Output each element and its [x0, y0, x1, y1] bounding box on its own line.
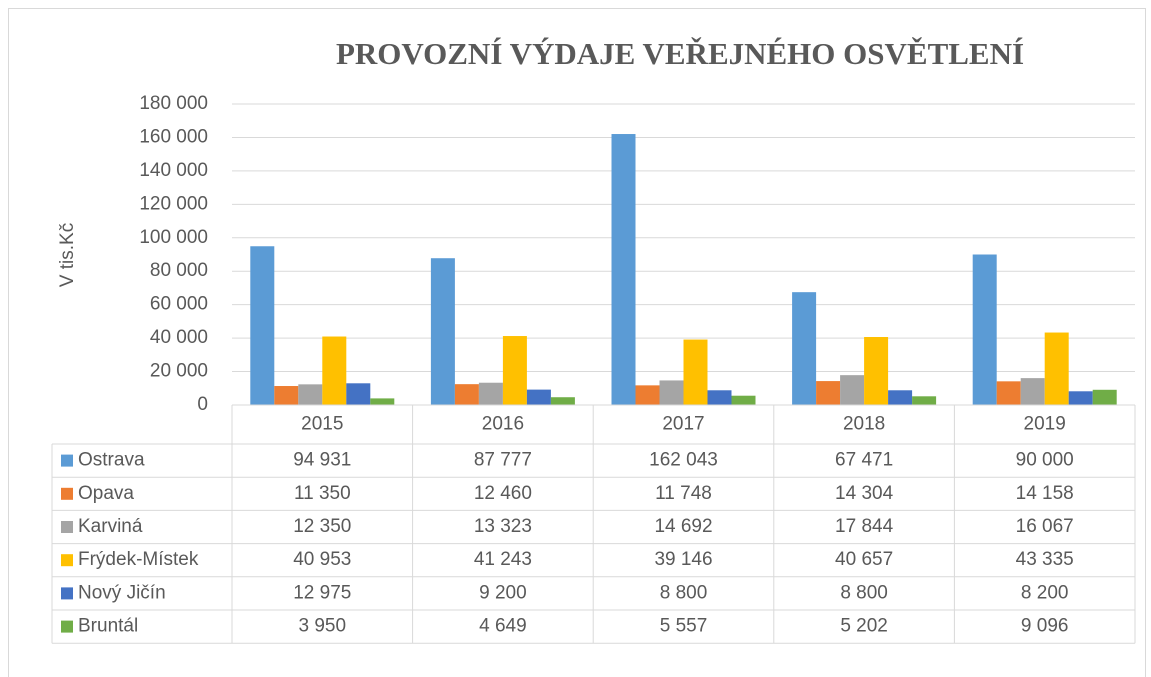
- y-tick-label: 100 000: [139, 227, 208, 248]
- x-tick-label: 2016: [482, 414, 524, 435]
- y-tick-label: 40 000: [150, 327, 208, 348]
- table-value: 16 067: [1016, 516, 1074, 537]
- bar: [611, 134, 636, 406]
- bar: [707, 390, 732, 405]
- bar: [864, 337, 889, 405]
- bar: [840, 375, 865, 405]
- table-value: 40 657: [835, 549, 893, 570]
- bar: [454, 384, 479, 405]
- bar: [274, 386, 299, 405]
- bar: [683, 339, 708, 405]
- bar: [346, 383, 371, 405]
- y-tick-label: 0: [197, 394, 208, 415]
- y-tick-label: 180 000: [139, 93, 208, 114]
- table-value: 14 158: [1016, 483, 1074, 504]
- y-tick-label: 140 000: [139, 160, 208, 181]
- table-value: 90 000: [1016, 450, 1074, 471]
- bar: [972, 254, 997, 405]
- bar: [526, 389, 551, 405]
- legend-label: Nový Jičín: [78, 582, 166, 603]
- table-value: 43 335: [1016, 549, 1074, 570]
- table-value: 11 350: [294, 483, 351, 504]
- legend-key: [61, 487, 73, 500]
- table-value: 9 096: [1021, 616, 1069, 637]
- bar: [550, 397, 575, 405]
- legend-key: [61, 521, 73, 533]
- y-tick-label: 160 000: [139, 126, 208, 147]
- table-value: 5 202: [840, 616, 888, 637]
- table-value: 12 975: [293, 582, 351, 603]
- table-value: 17 844: [835, 516, 894, 537]
- table-value: 12 350: [293, 516, 351, 537]
- legend-key: [61, 554, 73, 567]
- bar: [1092, 389, 1117, 405]
- x-tick-label: 2019: [1024, 414, 1066, 435]
- bar: [1068, 391, 1093, 405]
- bar: [659, 380, 684, 405]
- y-tick-label: 120 000: [139, 193, 208, 214]
- table-value: 5 557: [660, 616, 708, 637]
- y-tick-label: 20 000: [150, 361, 208, 382]
- table-value: 14 692: [654, 516, 712, 537]
- table-value: 8 800: [840, 582, 888, 603]
- table-value: 3 950: [299, 616, 347, 637]
- bar: [430, 258, 455, 405]
- table-value: 87 777: [474, 450, 532, 471]
- chart-title: PROVOZNÍ VÝDAJE VEŘEJNÉHO OSVĚTLENÍ: [336, 36, 1024, 71]
- table-value: 4 649: [479, 616, 527, 637]
- table-value: 11 748: [655, 483, 712, 504]
- bar: [912, 396, 937, 405]
- bar: [370, 398, 395, 405]
- bar: [478, 382, 503, 405]
- bar: [1020, 378, 1045, 405]
- legend-label: Karviná: [78, 516, 143, 537]
- bar: [250, 246, 275, 405]
- legend-label: Frýdek-Místek: [78, 549, 199, 570]
- table-value: 40 953: [293, 549, 351, 570]
- table-value: 94 931: [293, 450, 351, 471]
- bar: [816, 381, 841, 405]
- bar: [792, 292, 817, 405]
- x-tick-label: 2017: [662, 414, 704, 435]
- bar: [731, 395, 756, 405]
- table-value: 39 146: [654, 549, 712, 570]
- bar: [298, 384, 323, 405]
- legend-label: Bruntál: [78, 616, 138, 637]
- x-tick-label: 2015: [301, 414, 343, 435]
- chart-border: [8, 8, 1146, 677]
- legend-label: Ostrava: [78, 450, 145, 471]
- table-value: 67 471: [835, 450, 893, 471]
- table-value: 8 200: [1021, 582, 1069, 603]
- y-axis-label: V tis.Kč: [57, 223, 78, 287]
- bar: [502, 336, 527, 405]
- bar: [1044, 332, 1069, 405]
- table-value: 14 304: [835, 483, 894, 504]
- table-value: 12 460: [474, 483, 532, 504]
- table-value: 13 323: [474, 516, 532, 537]
- table-value: 41 243: [474, 549, 532, 570]
- legend-key: [61, 620, 73, 633]
- bar: [996, 381, 1021, 405]
- y-tick-label: 80 000: [150, 260, 208, 281]
- x-tick-label: 2018: [843, 414, 885, 435]
- bar: [322, 336, 347, 405]
- bar: [888, 390, 913, 405]
- bar: [635, 385, 660, 405]
- y-tick-label: 60 000: [150, 294, 208, 315]
- legend-key: [61, 454, 73, 467]
- legend-label: Opava: [78, 483, 134, 504]
- table-value: 8 800: [660, 582, 708, 603]
- table-value: 9 200: [479, 582, 527, 603]
- legend-key: [61, 587, 73, 600]
- table-value: 162 043: [649, 450, 718, 471]
